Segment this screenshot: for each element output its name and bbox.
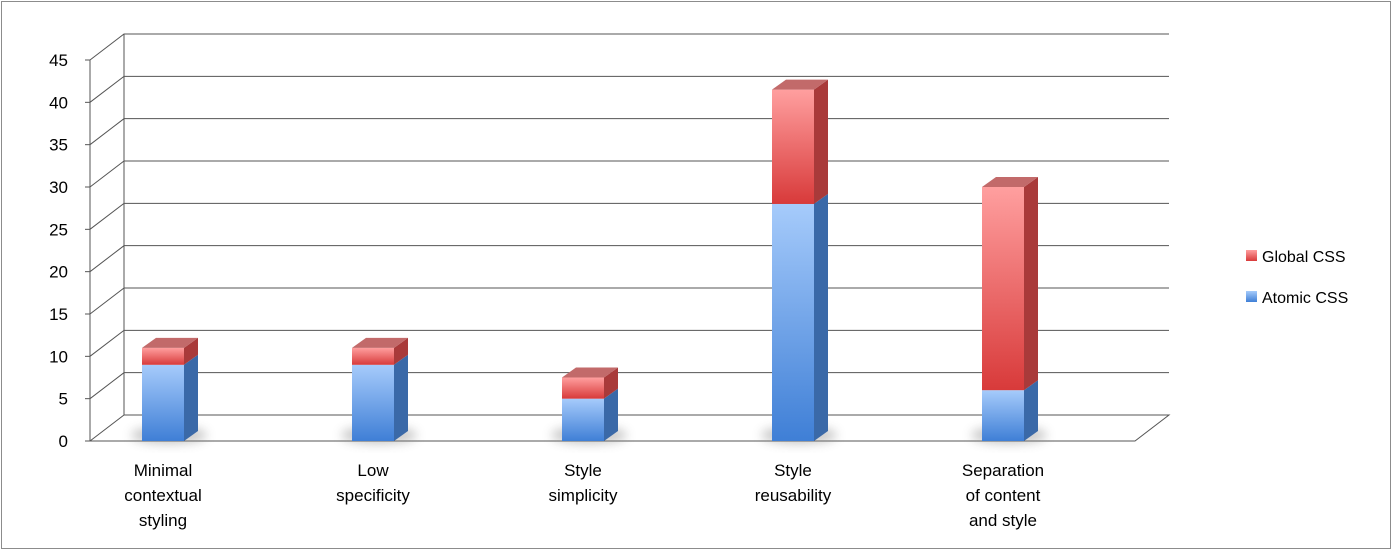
bar-top-cap [352,337,408,348]
bar-top-cap [562,367,618,378]
y-tick-label: 25 [49,220,68,239]
gridline [89,33,1169,61]
bar-global-css [982,187,1024,391]
legend: Global CSS Atomic CSS [1246,249,1348,307]
y-tick-label: 40 [49,93,68,112]
y-tick-label: 45 [49,51,68,70]
x-category-label: Style reusability [755,461,832,505]
bar-side-atomic-css [184,354,198,441]
bar-top-cap [142,337,198,348]
y-tick-label: 35 [49,136,68,155]
x-category-label: Minimal contextual styling [124,461,202,530]
y-tick-label: 5 [59,390,68,409]
y-tick-label: 10 [49,347,68,366]
bar-side-atomic-css [604,388,618,441]
bar-side-atomic-css [1024,380,1038,441]
bar-global-css [772,89,814,204]
y-tick-label: 0 [59,432,68,451]
bar-top-cap [982,177,1038,187]
bar-top-cap [772,79,828,90]
y-axis-ticks: 0 5 10 15 20 25 30 35 40 45 [49,51,68,451]
x-category-label: Low specificity [336,461,410,505]
gridline [89,118,1169,146]
bar-side-atomic-css [394,354,408,441]
legend-label-global: Global CSS [1262,249,1346,266]
bar-side-global-css [184,337,198,365]
x-axis-categories: Minimal contextual styling Low specificity St… [124,461,1044,530]
bar-side-global-css [814,79,828,204]
bar-side-atomic-css [814,193,828,441]
x-category-label: Style simplicity [549,461,618,505]
bar-atomic-css [142,364,184,441]
x-category-label: Separation of content and style [962,461,1044,530]
y-tick-label: 20 [49,263,68,282]
bar-side-global-css [604,367,618,399]
bar-side-global-css [394,337,408,365]
bar-atomic-css [352,364,394,441]
bar-global-css [562,377,604,399]
y-tick-label: 15 [49,305,68,324]
bar-atomic-css [982,390,1024,441]
bar-atomic-css [562,398,604,441]
legend-label-atomic: Atomic CSS [1262,290,1348,307]
bar-side-global-css [1024,177,1038,391]
gridline [89,75,1169,103]
bar-atomic-css [772,203,814,441]
legend-swatch-atomic [1246,291,1257,302]
bar-global-css [352,347,394,365]
bar-global-css [142,347,184,365]
y-tick-label: 30 [49,178,68,197]
legend-swatch-global [1246,250,1257,261]
bars [131,79,1047,444]
